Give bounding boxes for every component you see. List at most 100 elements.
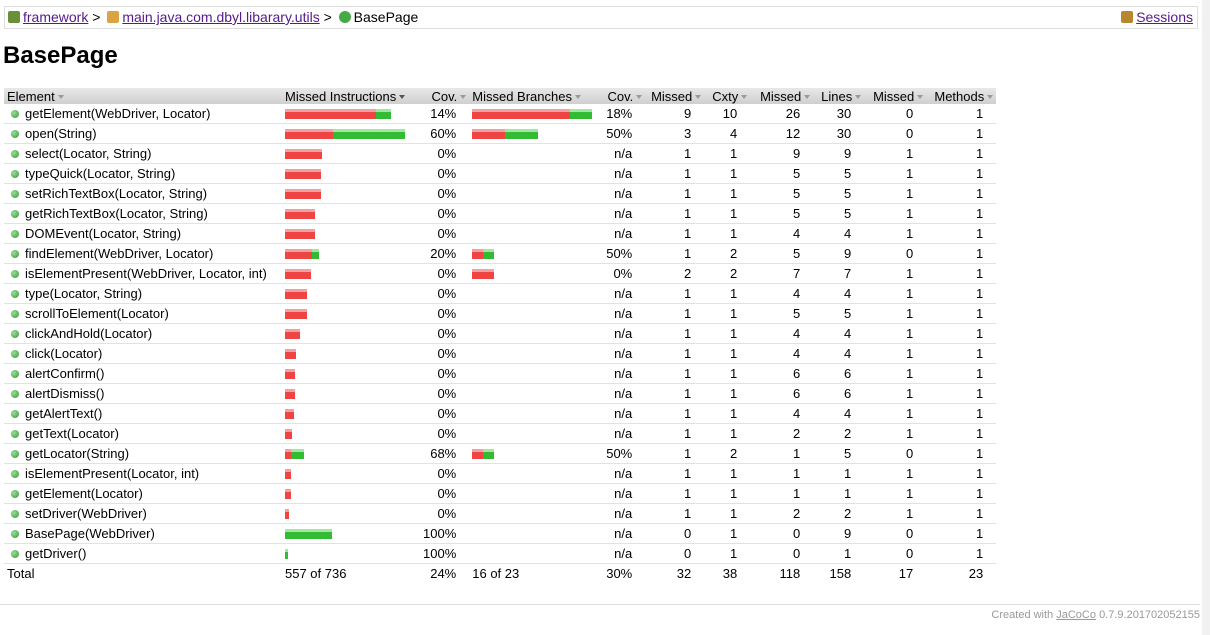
branches-bar-cell [469, 423, 600, 444]
element-cell: click(Locator) [4, 343, 282, 364]
element-name[interactable]: alertDismiss() [25, 386, 105, 401]
numeric-cell: 1 [864, 163, 927, 184]
element-name[interactable]: getText(Locator) [25, 426, 119, 441]
missed-bar [285, 509, 289, 519]
table-row: select(Locator, String) 0% n/a 1 1 9 9 1 1 [4, 143, 997, 164]
crumb-link[interactable]: framework [23, 9, 89, 25]
column-header[interactable]: Missed [645, 88, 705, 104]
element-name[interactable]: isElementPresent(Locator, int) [25, 466, 200, 481]
numeric-cell: 1 [864, 463, 927, 484]
element-name[interactable]: getLocator(String) [25, 446, 130, 461]
branches-bar-cell [469, 163, 600, 184]
column-header[interactable]: Cov. [599, 88, 646, 104]
element-name[interactable]: getRichTextBox(Locator, String) [25, 206, 208, 221]
numeric-cell: n/a [599, 363, 646, 384]
header-label: Missed [760, 88, 802, 104]
numeric-cell: 5 [750, 163, 814, 184]
element-name[interactable]: setDriver(WebDriver) [25, 506, 147, 521]
column-header[interactable]: Missed Instructions [282, 88, 420, 104]
element-cell: findElement(WebDriver, Locator) [4, 243, 282, 264]
numeric-cell: 1 [813, 483, 865, 504]
numeric-cell: 9 [813, 243, 865, 264]
numeric-cell: 1 [704, 283, 751, 304]
numeric-cell: 1 [645, 303, 705, 324]
numeric-cell: 1 [750, 463, 814, 484]
method-icon [11, 150, 19, 158]
header-label: Element [7, 88, 55, 104]
header-label: Missed Branches [472, 88, 572, 104]
numeric-cell: n/a [599, 163, 646, 184]
instructions-coverage: 14% [420, 104, 470, 124]
numeric-cell: 4 [750, 223, 814, 244]
numeric-cell: n/a [599, 403, 646, 424]
element-name[interactable]: getElement(Locator) [25, 486, 143, 501]
numeric-cell: 1 [750, 443, 814, 464]
element-name[interactable]: isElementPresent(WebDriver, Locator, int… [25, 266, 267, 281]
numeric-cell: 7 [750, 263, 814, 284]
numeric-cell: 4 [813, 283, 865, 304]
column-header[interactable]: Missed [750, 88, 814, 104]
numeric-cell: n/a [599, 523, 646, 544]
sessions-link[interactable]: Sessions [1136, 9, 1193, 25]
numeric-cell: 2 [704, 263, 751, 284]
instructions-bar-cell [282, 423, 420, 444]
footer-link[interactable]: JaCoCo [1056, 609, 1096, 621]
element-cell: DOMEvent(Locator, String) [4, 223, 282, 244]
numeric-cell: 1 [864, 223, 927, 244]
table-row: setDriver(WebDriver) 0% n/a 1 1 2 2 1 1 [4, 503, 997, 524]
total-cell: 557 of 736 [285, 566, 347, 581]
numeric-cell: 9 [813, 143, 865, 164]
element-name[interactable]: getElement(WebDriver, Locator) [25, 106, 211, 121]
instructions-coverage: 0% [420, 403, 470, 424]
element-name[interactable]: alertConfirm() [25, 366, 105, 381]
crumb-link[interactable]: main.java.com.dbyl.libarary.utils [122, 9, 320, 25]
numeric-cell: 1 [750, 483, 814, 504]
element-name[interactable]: typeQuick(Locator, String) [25, 166, 176, 181]
branches-bar-cell [469, 323, 600, 344]
missed-bar [285, 449, 292, 459]
column-header[interactable]: Lines [813, 88, 865, 104]
element-name[interactable]: getDriver() [25, 546, 87, 561]
element-name[interactable]: BasePage(WebDriver) [25, 526, 155, 541]
column-header[interactable]: Methods [926, 88, 997, 104]
method-icon [11, 550, 19, 558]
column-header[interactable]: Missed Branches [469, 88, 600, 104]
column-header[interactable]: Cxty [704, 88, 751, 104]
element-name[interactable]: open(String) [25, 126, 97, 141]
instructions-bar-cell [282, 503, 420, 524]
element-cell: BasePage(WebDriver) [4, 523, 282, 544]
numeric-cell: 4 [704, 123, 751, 144]
element-name[interactable]: getAlertText() [25, 406, 103, 421]
numeric-cell: 4 [750, 283, 814, 304]
numeric-cell: 7 [813, 263, 865, 284]
method-icon [11, 350, 19, 358]
column-header[interactable]: Missed [864, 88, 927, 104]
numeric-cell: 1 [926, 183, 997, 204]
element-name[interactable]: scrollToElement(Locator) [25, 306, 169, 321]
numeric-cell: 50% [599, 243, 646, 264]
sessions-icon [1121, 11, 1134, 23]
instructions-coverage: 100% [420, 523, 470, 544]
numeric-cell: 2 [645, 263, 705, 284]
element-cell: getElement(Locator) [4, 483, 282, 504]
missed-bar [285, 329, 300, 339]
numeric-cell: 2 [750, 423, 814, 444]
element-name[interactable]: DOMEvent(Locator, String) [25, 226, 182, 241]
numeric-cell: 0 [864, 523, 927, 544]
missed-bar [285, 229, 315, 239]
covered-bar [333, 129, 405, 139]
column-header[interactable]: Cov. [420, 88, 470, 104]
numeric-cell: 1 [926, 143, 997, 164]
element-name[interactable]: clickAndHold(Locator) [25, 326, 153, 341]
element-cell: getElement(WebDriver, Locator) [4, 104, 282, 124]
header-label: Missed Instructions [285, 88, 397, 104]
numeric-cell: 1 [813, 543, 865, 564]
column-header[interactable]: Element [4, 88, 282, 104]
element-name[interactable]: setRichTextBox(Locator, String) [25, 186, 208, 201]
element-name[interactable]: findElement(WebDriver, Locator) [25, 246, 214, 261]
element-name[interactable]: click(Locator) [25, 346, 103, 361]
element-name[interactable]: type(Locator, String) [25, 286, 143, 301]
covered-bar [570, 109, 593, 119]
method-icon [11, 170, 19, 178]
element-name[interactable]: select(Locator, String) [25, 146, 152, 161]
